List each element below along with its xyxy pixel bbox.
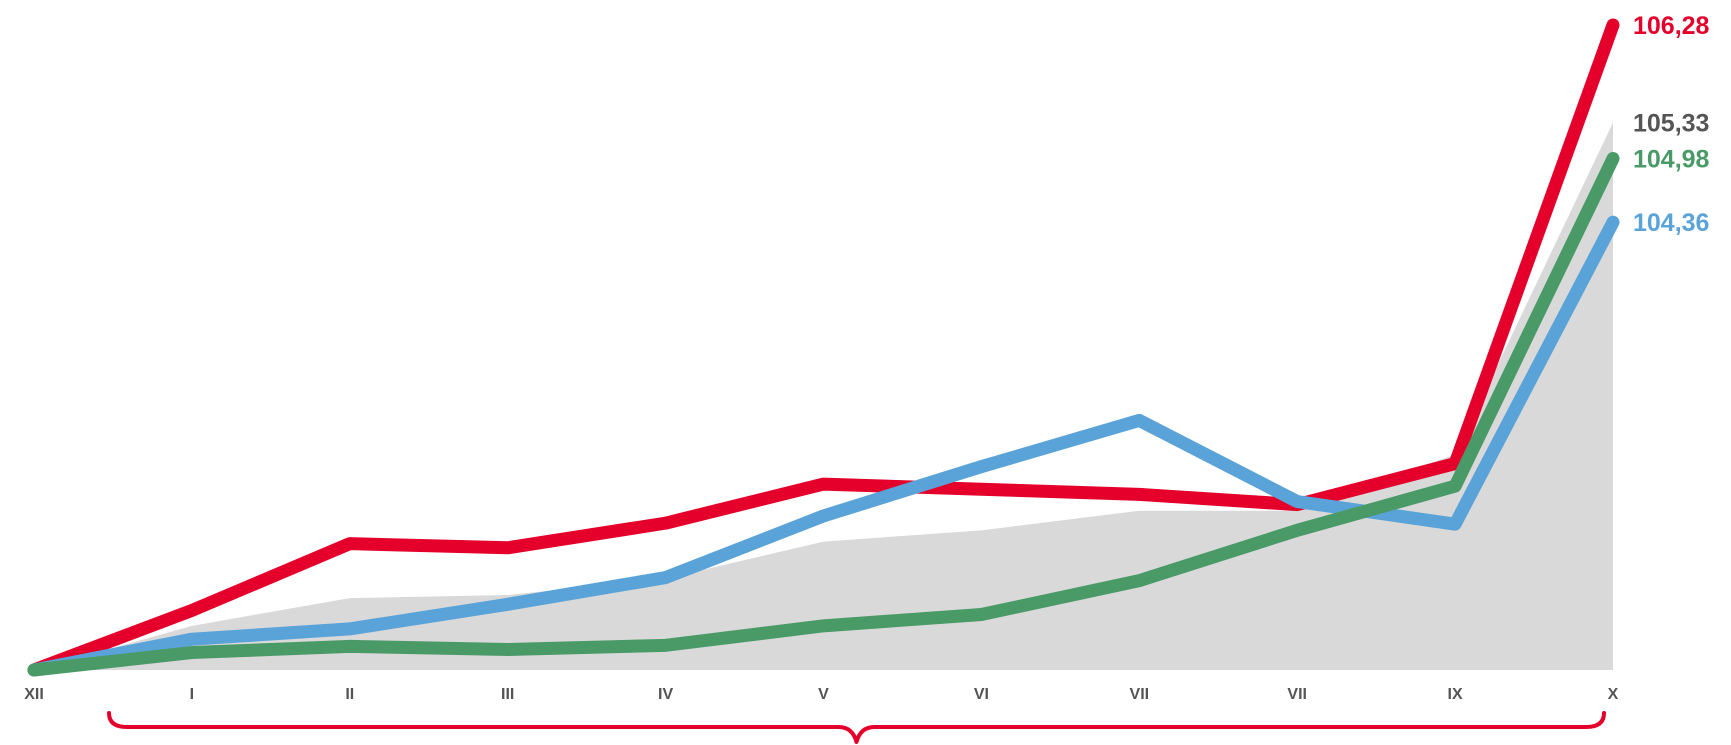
area-layer — [34, 122, 1613, 670]
end-labels: 105,33 106,28 104,36 104,98 — [1633, 12, 1710, 237]
series-area-0 — [34, 122, 1613, 670]
x-tick-label: XII — [24, 686, 44, 703]
x-axis-ticks: XII I II III IV V VI VII VII IX X — [24, 686, 1618, 703]
series-line-3 — [27, 152, 1620, 677]
x-tick-label: I — [190, 686, 194, 703]
series-line-1 — [27, 18, 1620, 677]
x-tick-label: VI — [974, 686, 989, 703]
x-tick-label: IX — [1448, 686, 1463, 703]
end-value-label-0: 105,33 — [1633, 110, 1709, 138]
x-tick-label: III — [501, 686, 514, 703]
bracket-brace — [107, 711, 1606, 744]
x-tick-label: II — [345, 686, 354, 703]
line-layer — [27, 18, 1620, 677]
end-value-label-2: 104,36 — [1633, 209, 1709, 237]
x-tick-label: VII — [1287, 686, 1307, 703]
x-tick-label: X — [1608, 686, 1619, 703]
x-tick-label: V — [818, 686, 829, 703]
x-tick-label: IV — [658, 686, 673, 703]
end-value-label-1: 106,28 — [1633, 12, 1710, 40]
end-value-label-3: 104,98 — [1633, 146, 1710, 174]
x-tick-label: VII — [1130, 686, 1150, 703]
